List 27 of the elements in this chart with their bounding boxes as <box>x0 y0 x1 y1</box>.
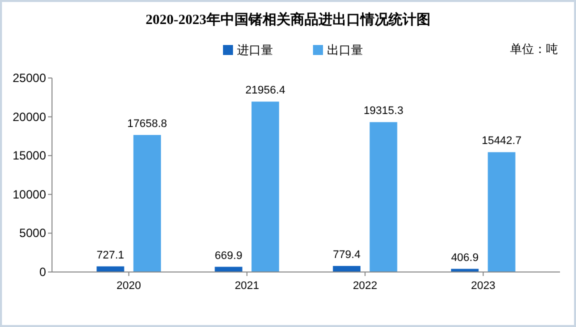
y-tick-label: 15000 <box>12 148 46 163</box>
data-label: 19315.3 <box>364 105 404 118</box>
data-label: 669.9 <box>214 250 242 262</box>
y-tick-label: 20000 <box>12 110 46 124</box>
data-label: 779.4 <box>332 248 360 261</box>
data-label: 15442.7 <box>482 135 522 148</box>
bar <box>252 102 280 272</box>
bar <box>488 152 516 272</box>
bar <box>332 266 360 272</box>
bar <box>370 122 398 272</box>
y-tick-label: 25000 <box>12 71 46 85</box>
x-tick-label: 2022 <box>352 280 378 292</box>
x-tick-label: 2023 <box>470 280 496 292</box>
bar <box>133 134 161 272</box>
chart-title: 2020-2023年中国锗相关商品进出口情况统计图 <box>146 11 430 28</box>
data-label: 21956.4 <box>245 84 286 97</box>
data-label: 727.1 <box>96 249 124 262</box>
x-tick-label: 2021 <box>234 280 260 292</box>
text: 单位：吨 <box>510 42 558 56</box>
data-label: 406.9 <box>451 252 479 264</box>
x-tick-label: 2020 <box>116 280 142 292</box>
y-tick-label: 10000 <box>12 187 46 202</box>
legend-label: 进口量 <box>237 43 273 57</box>
y-tick-label: 5000 <box>19 226 46 240</box>
y-tick-label: 0 <box>39 265 46 279</box>
data-label: 17658.8 <box>127 118 168 130</box>
legend-label: 出口量 <box>327 43 363 57</box>
